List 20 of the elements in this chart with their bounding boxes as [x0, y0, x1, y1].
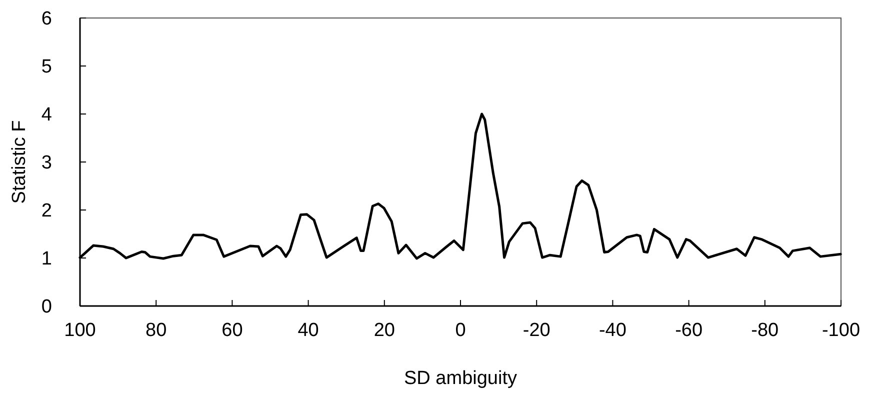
y-tick-label: 0 — [41, 296, 52, 318]
x-tick-label: -20 — [522, 320, 550, 341]
y-tick-label: 2 — [41, 200, 52, 222]
x-tick-label: 100 — [64, 320, 96, 341]
y-tick-label: 5 — [41, 56, 52, 78]
x-tick-label: -60 — [675, 320, 703, 341]
y-tick-label: 6 — [41, 8, 52, 30]
y-axis-title: Statistic F — [9, 120, 30, 204]
x-tick-label: 20 — [374, 320, 395, 341]
x-tick-label: 80 — [146, 320, 167, 341]
x-tick-label: -80 — [751, 320, 779, 341]
y-tick-label: 4 — [41, 104, 52, 126]
x-axis-title: SD ambiguity — [404, 368, 518, 389]
y-tick-label: 1 — [41, 248, 52, 270]
x-tick-label: 0 — [455, 320, 466, 341]
x-tick-label: -100 — [822, 320, 860, 341]
x-tick-label: -40 — [598, 320, 626, 341]
y-tick-label: 3 — [41, 152, 52, 174]
x-tick-label: 60 — [222, 320, 243, 341]
x-tick-label: 40 — [298, 320, 319, 341]
